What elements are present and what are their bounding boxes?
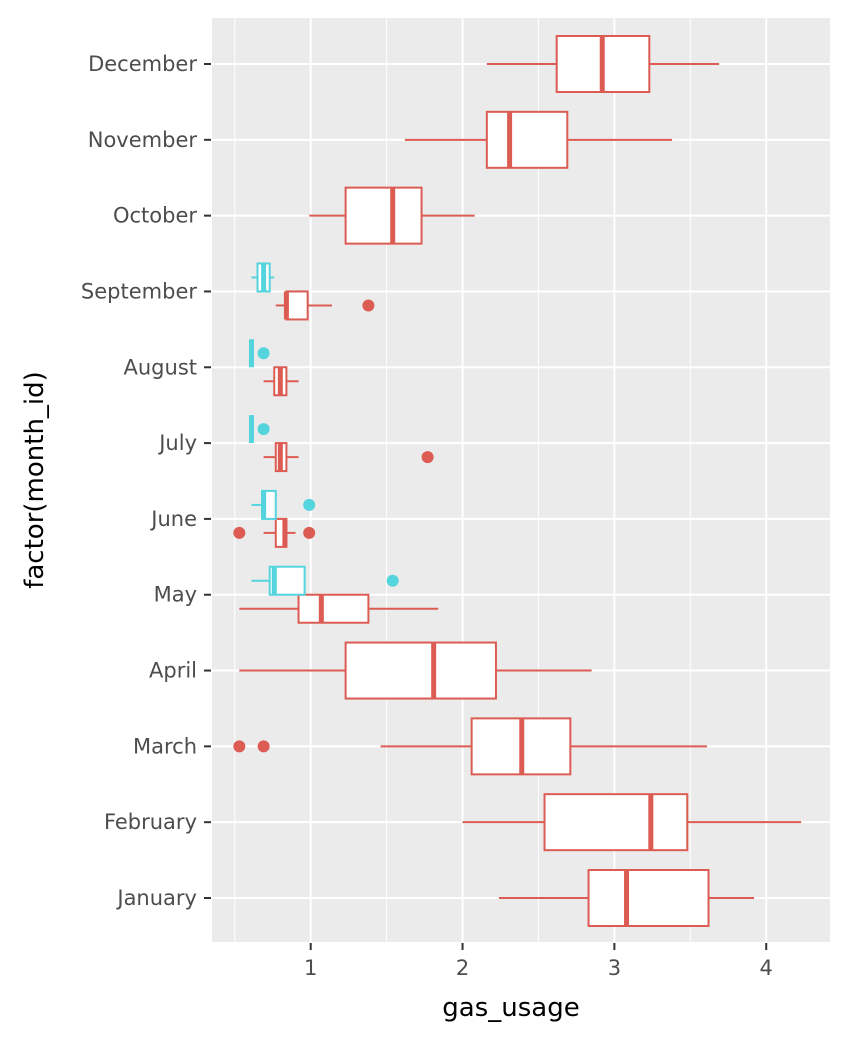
- x-tick-label: 4: [760, 956, 773, 980]
- box-cyan-july: [248, 415, 270, 444]
- outlier-point: [233, 526, 246, 539]
- outlier-point: [386, 574, 399, 587]
- y-tick-label: March: [133, 734, 197, 758]
- box-red-september: [275, 290, 375, 321]
- box-iqr: [543, 793, 689, 852]
- plot-panel: [212, 18, 830, 942]
- outlier-point: [257, 423, 270, 436]
- box-cyan-june: [251, 489, 316, 520]
- box-red-february: [462, 793, 802, 852]
- box-cyan-september: [251, 262, 275, 293]
- outlier-point: [257, 347, 270, 360]
- box-red-april: [239, 641, 592, 700]
- outlier-point: [362, 299, 375, 312]
- box-red-july: [263, 442, 434, 473]
- box-cyan-may: [251, 565, 399, 596]
- box-red-november: [404, 110, 673, 169]
- x-axis-title: gas_usage: [442, 993, 579, 1023]
- outlier-point: [421, 451, 434, 464]
- y-tick-label: July: [157, 431, 197, 455]
- outlier-point: [257, 740, 270, 753]
- box-red-august: [263, 366, 299, 397]
- box-cyan-august: [248, 339, 270, 368]
- y-tick-label: June: [149, 507, 197, 531]
- y-axis: January February March April May June July Augu…: [81, 52, 211, 910]
- y-tick-label: January: [115, 886, 197, 910]
- box-red-october: [309, 186, 475, 245]
- x-axis: 1 2 3 4: [304, 943, 773, 980]
- box-iqr: [344, 641, 497, 700]
- y-tick-label: August: [124, 355, 198, 379]
- y-tick-label: November: [88, 128, 198, 152]
- box-iqr: [285, 290, 309, 321]
- box-iqr: [587, 869, 710, 927]
- y-tick-label: February: [104, 810, 197, 834]
- outlier-point: [303, 498, 316, 511]
- y-axis-title: factor(month_id): [20, 371, 50, 589]
- y-tick-label: October: [113, 204, 197, 228]
- y-tick-label: December: [88, 52, 197, 76]
- y-tick-label: September: [81, 279, 197, 303]
- y-tick-label: April: [149, 659, 197, 683]
- box-red-june: [233, 517, 316, 548]
- outlier-point: [233, 740, 246, 753]
- box-red-march: [233, 717, 708, 776]
- x-tick-label: 1: [304, 956, 317, 980]
- outlier-point: [303, 526, 316, 539]
- boxes-layer: [233, 35, 802, 927]
- x-tick-label: 3: [608, 956, 621, 980]
- box-iqr: [297, 593, 370, 624]
- box-red-january: [498, 869, 755, 927]
- box-iqr: [344, 186, 423, 245]
- box-iqr: [485, 110, 569, 169]
- box-red-december: [486, 35, 720, 93]
- x-tick-label: 2: [456, 956, 469, 980]
- y-tick-label: May: [154, 583, 197, 607]
- box-red-may: [239, 593, 439, 624]
